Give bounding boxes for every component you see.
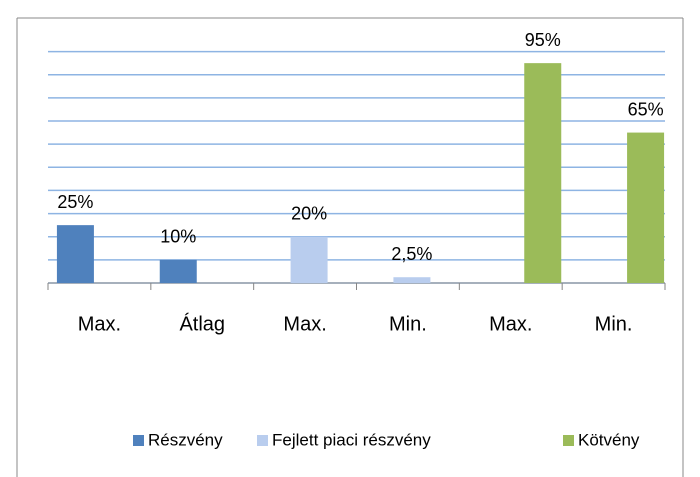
value-label: 2,5% (391, 244, 432, 264)
value-label: 10% (160, 227, 196, 247)
bar (524, 63, 562, 284)
legend-swatch (257, 435, 268, 446)
legend-label: Részvény (148, 430, 223, 449)
x-tick-label: Max. (283, 313, 326, 335)
legend-label: Kötvény (578, 430, 640, 449)
bar (159, 259, 197, 283)
legend-label: Fejlett piaci részvény (272, 430, 431, 449)
value-label: 65% (628, 99, 664, 119)
x-tick-label: Min. (389, 313, 427, 335)
bar (290, 236, 328, 283)
x-tick-label: Átlag (179, 312, 225, 335)
bar (393, 277, 431, 283)
bar (56, 225, 94, 283)
value-label: 25% (57, 192, 93, 212)
bar (627, 132, 665, 283)
legend-swatch (563, 435, 574, 446)
x-tick-label: Min. (595, 313, 633, 335)
legend-swatch (133, 435, 144, 446)
x-tick-label: Max. (489, 313, 532, 335)
value-label: 20% (291, 203, 327, 223)
value-label: 95% (525, 30, 561, 50)
x-tick-label: Max. (78, 313, 121, 335)
